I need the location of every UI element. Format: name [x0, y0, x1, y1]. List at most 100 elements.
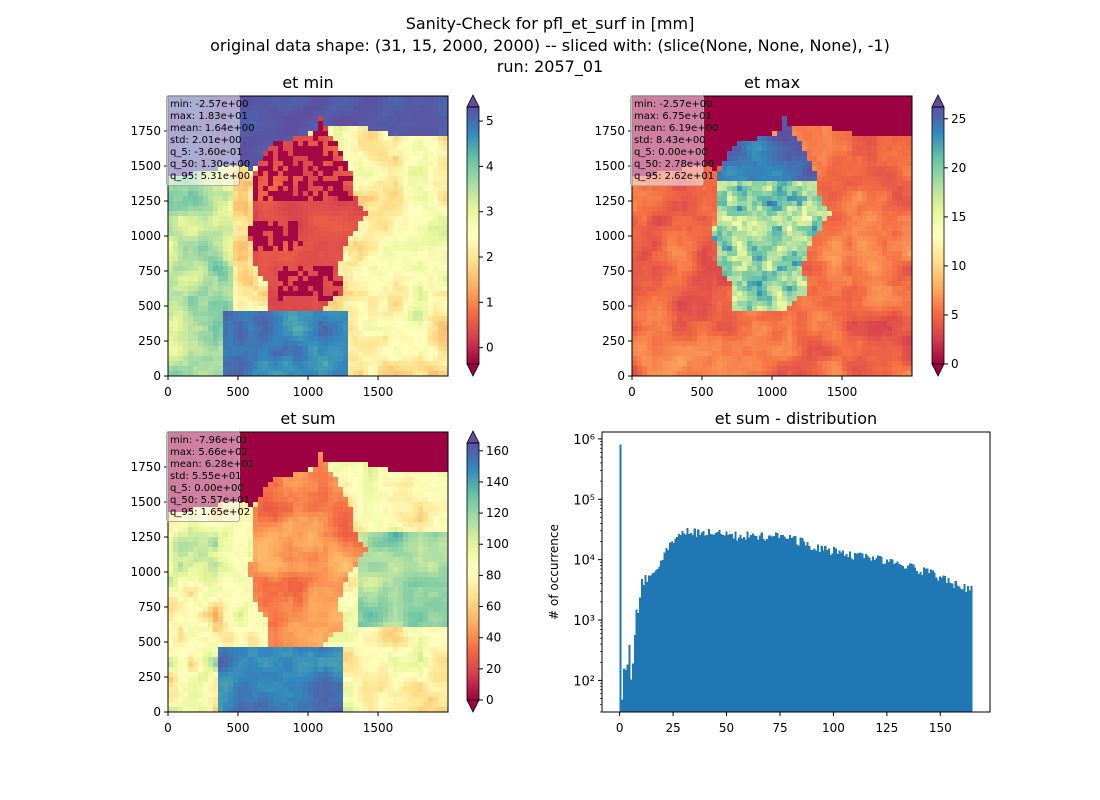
heatmap-cell — [333, 241, 339, 247]
heatmap-cell — [433, 281, 439, 287]
heatmap-cell — [293, 166, 299, 172]
heatmap-cell — [353, 301, 359, 307]
heatmap-cell — [283, 221, 289, 227]
heatmap-cell — [238, 126, 244, 132]
heatmap-cell — [248, 241, 254, 247]
heatmap-cell — [692, 226, 698, 232]
heatmap-cell — [747, 146, 753, 152]
heatmap-cell — [827, 121, 833, 127]
heatmap-cell — [438, 356, 444, 362]
heatmap-cell — [902, 171, 908, 177]
heatmap-cell — [353, 271, 359, 277]
heatmap-cell — [198, 246, 204, 252]
heatmap-cell — [358, 301, 364, 307]
heatmap-cell — [228, 286, 234, 292]
heatmap-cell — [328, 226, 334, 232]
heatmap-cell — [188, 261, 194, 267]
heatmap-cell — [263, 116, 269, 122]
heatmap-cell — [258, 136, 264, 142]
heatmap-cell — [443, 221, 449, 227]
heatmap-cell — [183, 361, 189, 367]
heatmap-cell — [258, 231, 264, 237]
heatmap-cell — [263, 141, 269, 147]
heatmap-cell — [303, 246, 309, 252]
heatmap-cell — [877, 196, 883, 202]
heatmap-cell — [862, 156, 868, 162]
heatmap-cell — [203, 326, 209, 332]
heatmap-cell — [652, 196, 658, 202]
heatmap-cell — [837, 131, 843, 137]
heatmap-cell — [248, 146, 254, 152]
heatmap-cell — [248, 166, 254, 172]
heatmap-cell — [742, 116, 748, 122]
heatmap-cell — [288, 296, 294, 302]
heatmap-cell — [238, 296, 244, 302]
heatmap-cell — [732, 126, 738, 132]
heatmap-cell — [248, 141, 254, 147]
heatmap-cell — [398, 156, 404, 162]
heatmap-cell — [403, 201, 409, 207]
heatmap-cell — [712, 111, 718, 117]
heatmap-cell — [283, 346, 289, 352]
heatmap-cell — [827, 221, 833, 227]
heatmap-cell — [338, 281, 344, 287]
heatmap-cell — [657, 206, 663, 212]
heatmap-cell — [867, 161, 873, 167]
heatmap-cell — [697, 226, 703, 232]
heatmap-cell — [193, 346, 199, 352]
heatmap-cell — [228, 296, 234, 302]
heatmap-cell — [383, 171, 389, 177]
heatmap-cell — [263, 106, 269, 112]
heatmap-cell — [333, 246, 339, 252]
heatmap-cell — [418, 166, 424, 172]
heatmap-cell — [368, 131, 374, 137]
heatmap-cell — [248, 346, 254, 352]
heatmap-cell — [777, 186, 783, 192]
heatmap-cell — [433, 96, 439, 102]
heatmap-cell — [313, 271, 319, 277]
heatmap-cell — [752, 151, 758, 157]
heatmap-cell — [672, 196, 678, 202]
heatmap-cell — [313, 291, 319, 297]
heatmap-cell — [358, 226, 364, 232]
heatmap-cell — [283, 231, 289, 237]
heatmap-cell — [433, 171, 439, 177]
heatmap-cell — [632, 211, 638, 217]
heatmap-cell — [223, 346, 229, 352]
heatmap-cell — [847, 241, 853, 247]
heatmap-cell — [443, 216, 449, 222]
heatmap-cell — [308, 141, 314, 147]
heatmap-cell — [348, 221, 354, 227]
heatmap-cell — [338, 356, 344, 362]
heatmap-cell — [363, 96, 369, 102]
heatmap-cell — [722, 211, 728, 217]
heatmap-cell — [373, 231, 379, 237]
heatmap-cell — [238, 326, 244, 332]
heatmap-cell — [353, 316, 359, 322]
heatmap-cell — [857, 116, 863, 122]
heatmap-cell — [258, 271, 264, 277]
heatmap-cell — [692, 221, 698, 227]
heatmap-cell — [408, 311, 414, 317]
heatmap-cell — [433, 131, 439, 137]
heatmap-cell — [373, 111, 379, 117]
heatmap-cell — [338, 146, 344, 152]
heatmap-cell — [303, 171, 309, 177]
heatmap-cell — [707, 96, 713, 102]
heatmap-cell — [897, 176, 903, 182]
heatmap-cell — [328, 331, 334, 337]
heatmap-cell — [408, 176, 414, 182]
heatmap-cell — [882, 251, 888, 257]
heatmap-cell — [872, 131, 878, 137]
heatmap-cell — [358, 291, 364, 297]
heatmap-cell — [253, 176, 259, 182]
heatmap-cell — [323, 116, 329, 122]
heatmap-cell — [847, 171, 853, 177]
heatmap-cell — [293, 306, 299, 312]
heatmap-cell — [358, 181, 364, 187]
heatmap-cell — [807, 196, 813, 202]
heatmap-cell — [428, 96, 434, 102]
heatmap-cell — [363, 201, 369, 207]
heatmap-cell — [413, 116, 419, 122]
heatmap-cell — [293, 181, 299, 187]
